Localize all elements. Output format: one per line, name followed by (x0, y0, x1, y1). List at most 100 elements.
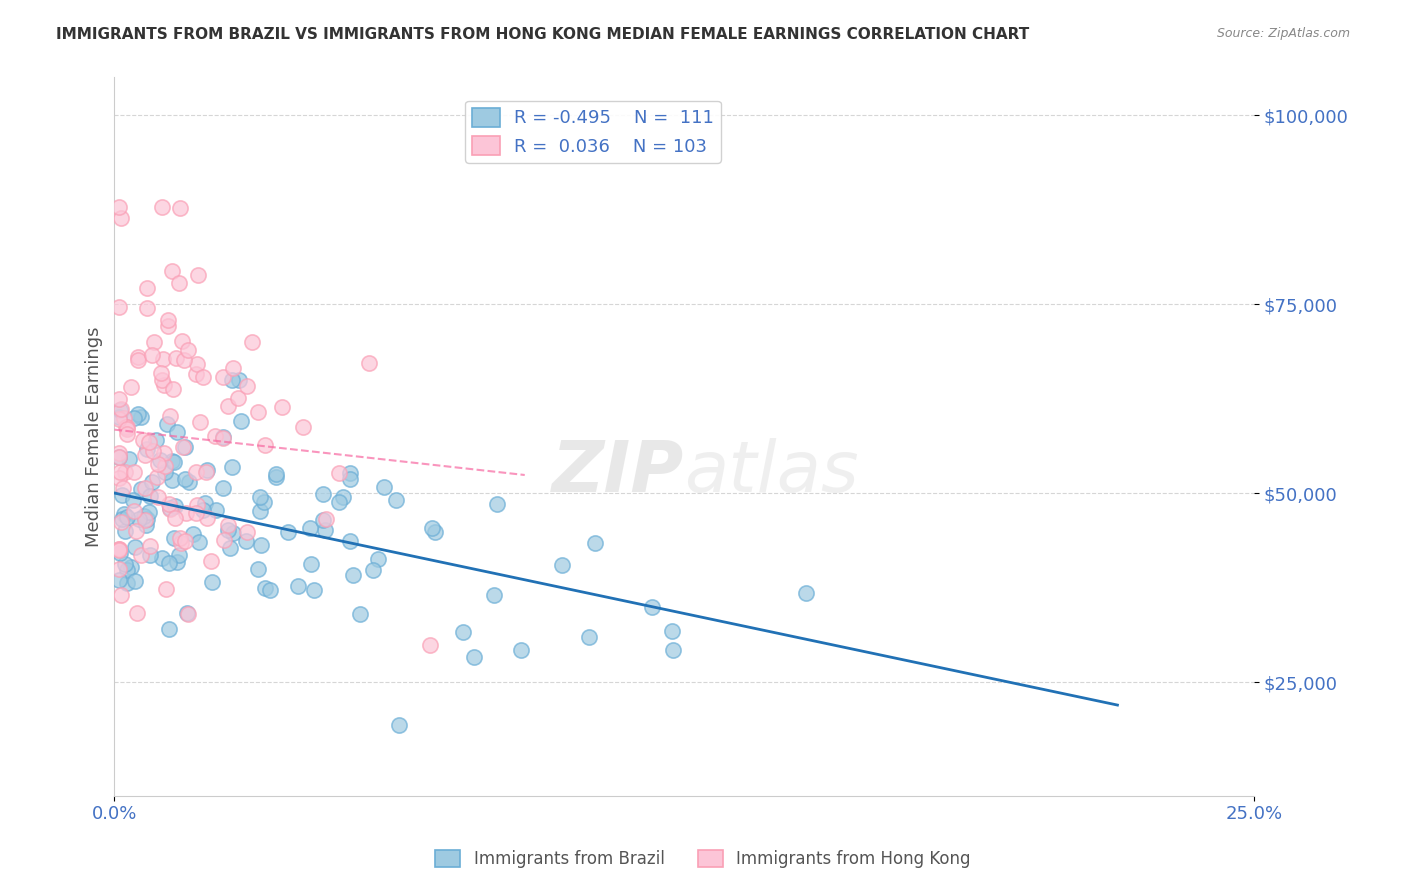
Point (299, 521, 322, 535)
Point (419, 638, 441, 652)
Point (246, 405, 269, 419)
Point (108, 411, 131, 425)
Point (114, 558, 136, 572)
Point (264, 467, 287, 482)
Point (138, 505, 160, 519)
Point (108, 541, 131, 556)
Point (150, 551, 173, 566)
Point (127, 408, 149, 422)
Point (124, 540, 146, 554)
Point (167, 548, 190, 562)
Point (125, 607, 148, 621)
Point (221, 373, 243, 387)
Point (170, 334, 193, 348)
Point (110, 402, 132, 417)
Point (246, 562, 269, 576)
Point (259, 582, 281, 597)
Point (108, 446, 131, 460)
Point (110, 588, 132, 602)
Point (212, 431, 235, 445)
Point (188, 415, 211, 429)
Point (108, 450, 131, 464)
Point (270, 400, 292, 414)
Point (583, 535, 606, 549)
Point (135, 518, 157, 533)
Point (134, 509, 156, 524)
Point (129, 548, 152, 562)
Point (134, 481, 156, 495)
Text: ZIP: ZIP (553, 438, 685, 507)
Point (205, 503, 228, 517)
Point (156, 319, 179, 334)
Point (173, 534, 195, 549)
Point (135, 512, 157, 526)
Point (124, 574, 146, 589)
Point (641, 599, 664, 614)
Point (451, 625, 474, 640)
Point (314, 523, 336, 537)
Point (157, 556, 180, 570)
Point (155, 582, 177, 596)
Point (221, 459, 243, 474)
Point (117, 422, 139, 436)
Point (217, 399, 239, 413)
Point (153, 446, 176, 460)
Point (510, 643, 533, 657)
Point (169, 531, 191, 545)
Point (134, 448, 156, 462)
Point (373, 480, 395, 494)
Point (291, 420, 314, 434)
Point (111, 481, 134, 495)
Point (186, 498, 208, 512)
Point (463, 649, 485, 664)
Point (287, 579, 309, 593)
Point (122, 411, 145, 425)
Point (131, 483, 153, 497)
Point (115, 510, 138, 524)
Point (299, 558, 322, 572)
Point (134, 513, 156, 527)
Point (108, 573, 131, 587)
Point (420, 521, 443, 535)
Point (159, 501, 181, 516)
Point (249, 490, 271, 504)
Point (226, 392, 249, 406)
Point (217, 517, 239, 532)
Point (181, 527, 204, 541)
Point (315, 512, 337, 526)
Point (112, 508, 135, 522)
Point (312, 487, 335, 501)
Point (218, 541, 240, 556)
Point (108, 402, 131, 417)
Point (200, 575, 222, 590)
Legend: Immigrants from Brazil, Immigrants from Hong Kong: Immigrants from Brazil, Immigrants from … (429, 843, 977, 875)
Point (551, 558, 574, 573)
Point (170, 535, 193, 549)
Point (228, 373, 250, 387)
Point (136, 442, 159, 456)
Point (138, 434, 160, 449)
Legend: R = -0.495    N =  111, R =  0.036    N = 103: R = -0.495 N = 111, R = 0.036 N = 103 (465, 101, 721, 163)
Point (122, 504, 145, 518)
Point (174, 506, 197, 520)
Point (229, 415, 252, 429)
Point (184, 367, 207, 381)
Point (174, 441, 197, 455)
Point (184, 506, 207, 520)
Point (163, 511, 186, 525)
Point (149, 453, 172, 467)
Point (111, 488, 134, 502)
Point (120, 379, 142, 393)
Text: Source: ZipAtlas.com: Source: ZipAtlas.com (1216, 27, 1350, 40)
Point (212, 430, 235, 444)
Point (108, 471, 131, 485)
Point (118, 452, 141, 467)
Point (121, 492, 143, 507)
Point (108, 300, 131, 314)
Point (114, 524, 136, 538)
Point (108, 562, 131, 576)
Point (222, 525, 245, 540)
Point (425, 525, 447, 540)
Point (342, 567, 364, 582)
Point (235, 378, 257, 392)
